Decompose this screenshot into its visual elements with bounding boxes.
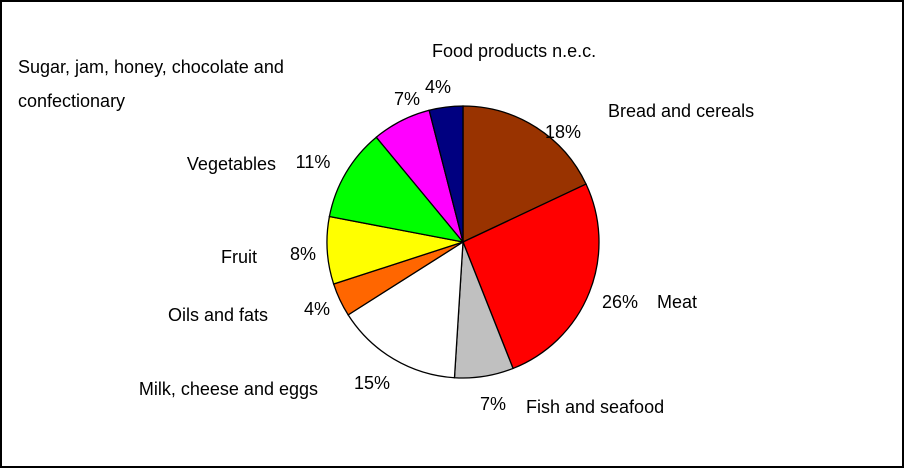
value-label: 8% — [290, 244, 316, 264]
value-label: 18% — [545, 122, 581, 142]
value-label: 26% — [602, 292, 638, 312]
pie-slice — [328, 136, 465, 243]
pie-slice — [428, 105, 464, 243]
category-label: Bread and cereals — [608, 101, 754, 121]
value-label: 11% — [296, 152, 331, 172]
value-label: 4% — [304, 299, 330, 319]
category-label: Sugar, jam, honey, chocolate and confect… — [18, 57, 284, 111]
value-label: 7% — [480, 394, 506, 414]
value-label: 7% — [394, 89, 420, 109]
pie-slice — [462, 183, 600, 370]
category-label: Meat — [657, 292, 697, 312]
pie-slice — [347, 240, 464, 379]
pie-slice — [462, 105, 587, 244]
value-label: 15% — [354, 373, 390, 393]
category-label: Milk, cheese and eggs — [139, 379, 318, 399]
category-label: Vegetables — [187, 154, 276, 174]
category-label: Fruit — [221, 247, 257, 267]
category-label: Fish and seafood — [526, 397, 664, 417]
category-label: Oils and fats — [168, 305, 268, 325]
category-label: Food products n.e.c. — [432, 41, 596, 61]
value-label: 4% — [425, 77, 451, 97]
